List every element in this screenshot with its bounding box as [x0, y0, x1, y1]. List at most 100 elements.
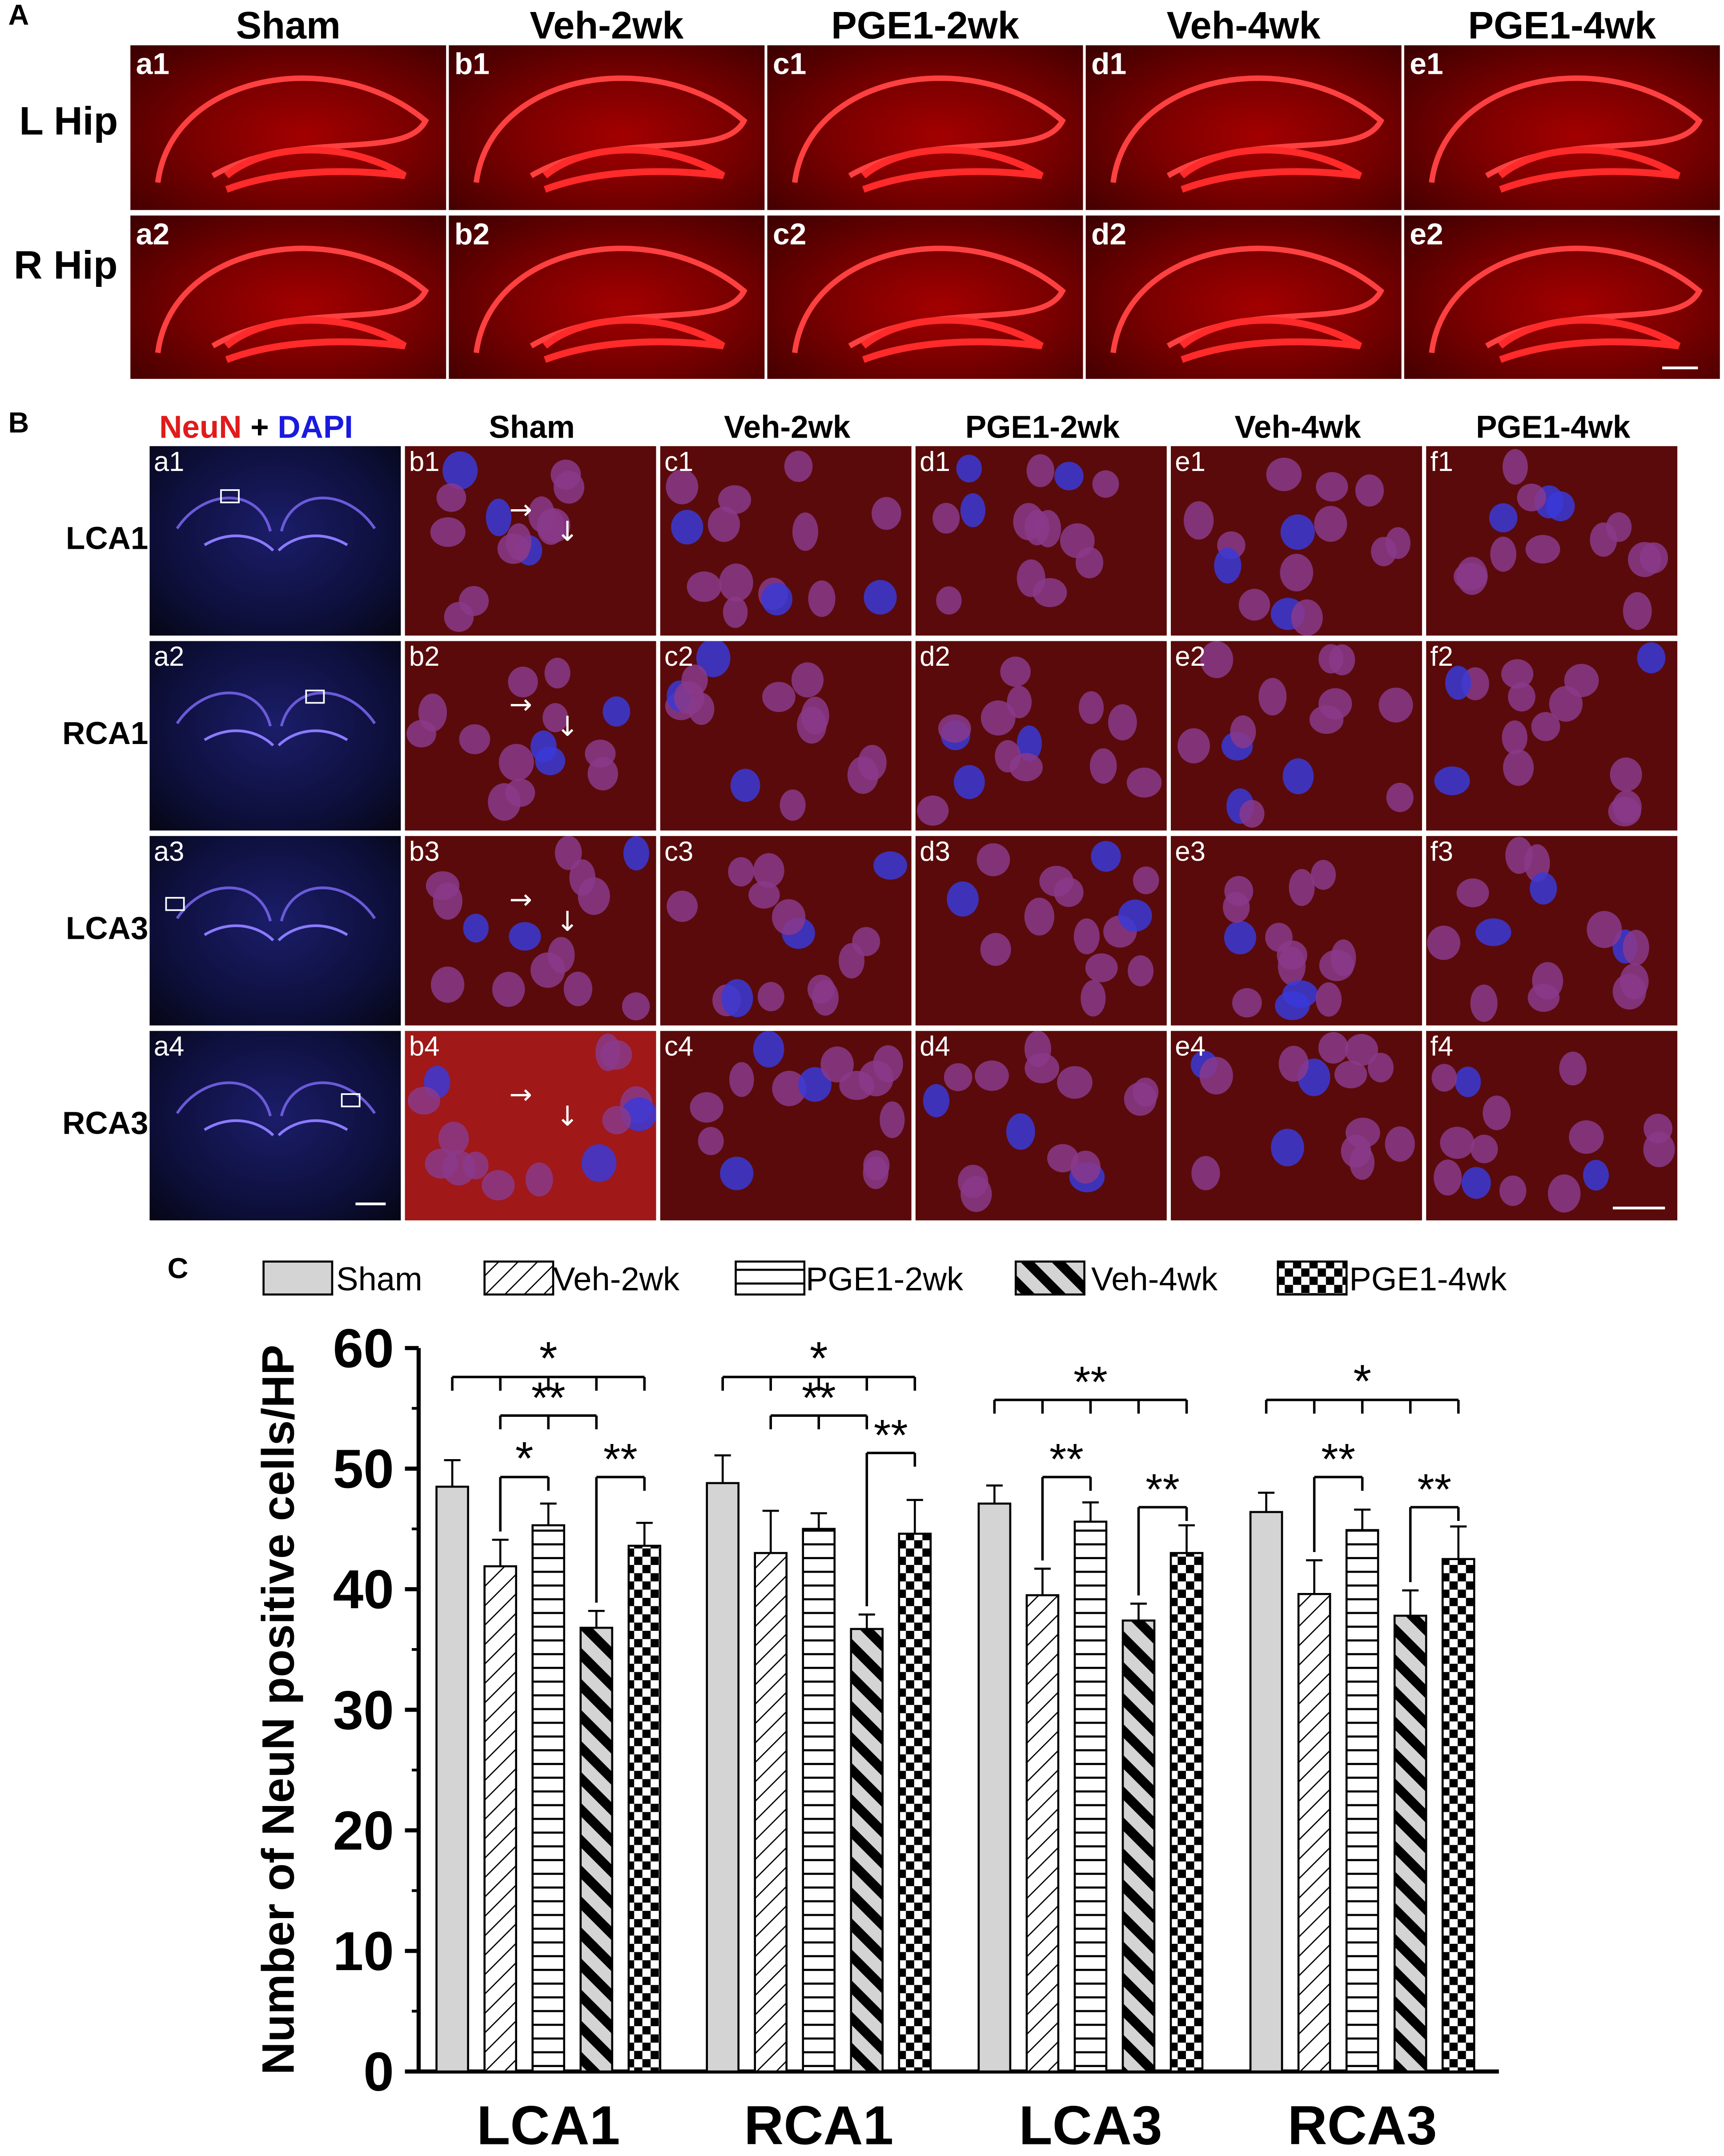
cell-nucleus: [719, 563, 753, 602]
cell-nucleus: [748, 881, 780, 909]
bar-pge1-2wk: [1073, 1520, 1108, 2073]
cell-nucleus: [1091, 841, 1121, 872]
row-header: L Hip: [19, 100, 118, 145]
cell-nucleus: [772, 1070, 807, 1106]
hippocampus-outline: [473, 245, 747, 363]
bar-veh-4wk: [1393, 1614, 1427, 2073]
neun-dapi-micrograph: e2: [1171, 641, 1422, 831]
dentate-gyrus-layer: [224, 146, 407, 193]
cell-nucleus: [1644, 1114, 1672, 1143]
chart-bars: LCA1 RCA1 LCA3 RCA3: [435, 1454, 1475, 2156]
cell-nucleus: [936, 586, 962, 615]
cell-nucleus: [492, 972, 525, 1007]
cell-nucleus: [820, 1046, 854, 1082]
arrow-icon: →: [509, 493, 532, 526]
cell-nucleus: [1238, 588, 1270, 621]
dentate-gyrus-outline: [204, 1119, 348, 1136]
cell-nucleus: [1440, 1126, 1475, 1159]
hippocampus-outline: [176, 692, 376, 727]
tile-label: c2: [664, 642, 694, 673]
dentate-gyrus-outline: [204, 534, 348, 551]
cell-nucleus: [509, 922, 541, 951]
y-axis-label: Number of NeuN positive cells/HP: [253, 1345, 304, 2075]
significance-marker: **: [1073, 1358, 1108, 1407]
bar-veh-2wk: [1297, 1593, 1331, 2073]
cell-nucleus: [947, 881, 979, 917]
cell-nucleus: [932, 503, 960, 534]
cell-nucleus: [780, 789, 806, 821]
cell-nucleus: [863, 1150, 890, 1181]
neun-dapi-micrograph: → ↓ b4: [405, 1031, 656, 1221]
cell-nucleus: [1026, 454, 1054, 487]
cell-nucleus: [1214, 547, 1242, 583]
column-header: Veh-4wk: [1234, 409, 1361, 445]
significance-marker: **: [802, 1373, 836, 1422]
panel-label-b: B: [8, 407, 29, 439]
bar-sham: [1249, 1511, 1283, 2073]
bar-sham: [977, 1502, 1012, 2073]
tile-label: f4: [1430, 1032, 1453, 1063]
neun-dapi-micrograph: c3: [660, 836, 912, 1026]
cell-nucleus: [463, 913, 489, 943]
cell-nucleus: [1315, 982, 1342, 1017]
cell-nucleus: [1508, 682, 1535, 712]
bar-veh-4wk: [1121, 1619, 1156, 2073]
cell-nucleus: [761, 583, 792, 615]
cell-nucleus: [1527, 983, 1560, 1012]
cell-nucleus: [1606, 512, 1632, 542]
x-category-label: LCA3: [1019, 2095, 1162, 2156]
cell-nucleus: [858, 1060, 894, 1097]
cell-nucleus: [1547, 1174, 1581, 1213]
tile-label: c2: [772, 217, 807, 251]
cell-nucleus: [430, 517, 466, 547]
dentate-gyrus-layer: [543, 146, 725, 193]
cell-nucleus: [1505, 837, 1533, 874]
cell-nucleus: [505, 778, 535, 807]
cell-nucleus: [623, 836, 650, 871]
bar-veh-4wk: [850, 1628, 884, 2073]
row-header: RCA3: [62, 1105, 149, 1141]
cell-nucleus: [1239, 800, 1265, 828]
hippocampus-micrograph: d1: [1085, 45, 1402, 210]
cell-nucleus: [1318, 688, 1352, 720]
cell-nucleus: [581, 1144, 617, 1183]
bar-veh-4wk: [579, 1626, 614, 2073]
cell-nucleus: [1085, 953, 1118, 982]
brain-section-overview: a1: [149, 446, 401, 636]
cell-nucleus: [1640, 542, 1668, 574]
cell-nucleus: [938, 714, 971, 743]
cell-nucleus: [1530, 872, 1557, 905]
cell-nucleus: [757, 981, 784, 1012]
tile-label: b3: [409, 837, 440, 868]
dentate-gyrus-layer: [1179, 317, 1362, 363]
cell-nucleus: [1503, 449, 1528, 485]
cell-nucleus: [1378, 688, 1413, 723]
cell-nucleus: [1092, 470, 1119, 498]
cell-nucleus: [956, 455, 982, 483]
dentate-gyrus-layer: [543, 317, 725, 363]
significance-marker: **: [1321, 1435, 1355, 1484]
tile-label: e3: [1175, 837, 1206, 868]
tile-label: e4: [1175, 1032, 1206, 1063]
cell-nucleus: [1345, 1034, 1378, 1066]
neun-dapi-micrograph: f4: [1426, 1031, 1678, 1221]
y-tick-label: 10: [333, 1921, 394, 1982]
cell-nucleus: [1531, 712, 1560, 741]
cell-nucleus: [1024, 897, 1054, 936]
cell-nucleus: [1089, 748, 1117, 784]
significance-marker: **: [1145, 1465, 1180, 1514]
region-box: [305, 689, 325, 704]
significance-marker: **: [531, 1373, 566, 1422]
tile-label: d4: [920, 1032, 950, 1063]
cell-nucleus: [1314, 506, 1347, 542]
hippocampus-outline: [155, 245, 429, 363]
y-tick-label: 20: [333, 1800, 394, 1862]
cell-nucleus: [438, 1122, 469, 1155]
tile-label: b1: [454, 46, 490, 81]
cell-nucleus: [1470, 1134, 1498, 1163]
cell-nucleus: [1118, 899, 1152, 932]
cell-nucleus: [1006, 1113, 1035, 1150]
bar-sham: [435, 1485, 469, 2073]
tile-label: b2: [454, 217, 490, 251]
cell-nucleus: [408, 1086, 440, 1115]
